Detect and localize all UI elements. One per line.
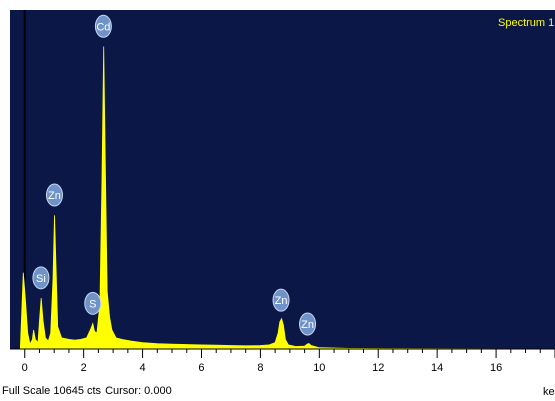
x-tick-label: 14 — [431, 362, 443, 374]
x-tick-label: 6 — [198, 362, 204, 374]
peak-label-text: Cd — [96, 21, 110, 33]
x-tick-label: 2 — [81, 362, 87, 374]
peak-label-zn-4: Zn — [272, 288, 290, 312]
x-tick-label: 12 — [372, 362, 384, 374]
x-tick-label: 10 — [313, 362, 325, 374]
element-labels-layer: Cd Zn Si S Zn Zn — [32, 14, 317, 336]
peak-label-bubble — [299, 312, 317, 336]
peak-label-text: S — [89, 298, 96, 310]
peak-label-bubble — [272, 288, 290, 312]
peak-label-text: Si — [36, 273, 46, 285]
peak-label-text: Zn — [275, 295, 288, 307]
x-tick-label: 0 — [22, 362, 28, 374]
peak-label-text: Zn — [48, 190, 61, 202]
peak-label-zn-5: Zn — [299, 312, 317, 336]
x-tick-label: 8 — [257, 362, 263, 374]
peak-label-zn-1: Zn — [45, 183, 63, 207]
peak-label-bubble — [84, 291, 102, 315]
peak-label-cd-0: Cd — [94, 14, 112, 38]
peak-label-s-3: S — [84, 291, 102, 315]
x-tick-label: 16 — [490, 362, 502, 374]
peak-label-bubble — [32, 266, 50, 290]
cursor-readout: Cursor: 0.000 — [105, 385, 172, 397]
peak-label-bubble — [45, 183, 63, 207]
x-tick-label: 4 — [140, 362, 146, 374]
full-scale-readout: Full Scale 10645 cts — [2, 385, 102, 397]
status-line: Full Scale 10645 cts Cursor: 0.000 — [2, 385, 176, 397]
spectrum-trace-layer — [19, 46, 555, 350]
peak-label-text: Zn — [301, 319, 314, 331]
x-axis-unit-label: ke — [543, 386, 555, 398]
spectrum-title: Spectrum 1 — [498, 17, 554, 29]
spectrum-series-0 — [19, 46, 555, 350]
x-axis: 0 2 4 6 8 10 12 14 16 — [10, 348, 555, 374]
peak-label-bubble — [94, 14, 112, 38]
peak-label-si-2: Si — [32, 266, 50, 290]
